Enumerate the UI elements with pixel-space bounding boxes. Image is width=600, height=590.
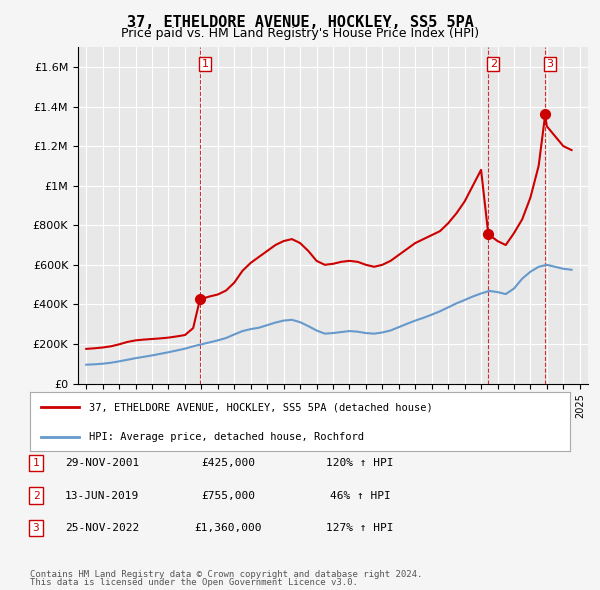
Text: Price paid vs. HM Land Registry's House Price Index (HPI): Price paid vs. HM Land Registry's House … <box>121 27 479 40</box>
Text: £755,000: £755,000 <box>201 491 255 500</box>
Text: 25-NOV-2022: 25-NOV-2022 <box>65 523 139 533</box>
Text: Contains HM Land Registry data © Crown copyright and database right 2024.: Contains HM Land Registry data © Crown c… <box>30 571 422 579</box>
Text: 13-JUN-2019: 13-JUN-2019 <box>65 491 139 500</box>
Text: HPI: Average price, detached house, Rochford: HPI: Average price, detached house, Roch… <box>89 432 364 441</box>
Text: £425,000: £425,000 <box>201 458 255 468</box>
Text: 37, ETHELDORE AVENUE, HOCKLEY, SS5 5PA (detached house): 37, ETHELDORE AVENUE, HOCKLEY, SS5 5PA (… <box>89 402 433 412</box>
Text: 1: 1 <box>32 458 40 468</box>
Text: 46% ↑ HPI: 46% ↑ HPI <box>329 491 391 500</box>
Text: This data is licensed under the Open Government Licence v3.0.: This data is licensed under the Open Gov… <box>30 578 358 587</box>
Text: 3: 3 <box>32 523 40 533</box>
Text: £1,360,000: £1,360,000 <box>194 523 262 533</box>
Text: 37, ETHELDORE AVENUE, HOCKLEY, SS5 5PA: 37, ETHELDORE AVENUE, HOCKLEY, SS5 5PA <box>127 15 473 30</box>
Text: 2: 2 <box>32 491 40 500</box>
Text: 120% ↑ HPI: 120% ↑ HPI <box>326 458 394 468</box>
Text: 127% ↑ HPI: 127% ↑ HPI <box>326 523 394 533</box>
Text: 2: 2 <box>490 59 497 69</box>
Text: 3: 3 <box>547 59 554 69</box>
Text: 29-NOV-2001: 29-NOV-2001 <box>65 458 139 468</box>
Text: 1: 1 <box>202 59 208 69</box>
